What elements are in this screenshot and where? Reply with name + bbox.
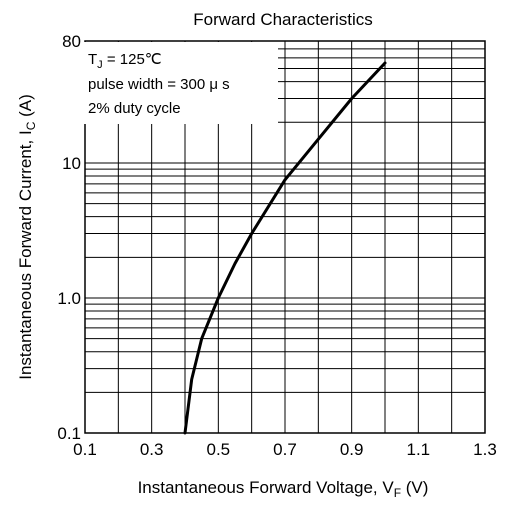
y-tick-label: 1.0 xyxy=(57,289,81,308)
annotation-box: TJ = 125℃ pulse width = 300 μ s 2% duty … xyxy=(82,42,278,124)
x-tick-label: 0.7 xyxy=(273,440,297,459)
y-tick-label: 80 xyxy=(62,32,81,51)
annotation-background xyxy=(82,42,278,124)
y-tick-label: 10 xyxy=(62,154,81,173)
annotation-pulse-width: pulse width = 300 μ s xyxy=(88,76,230,93)
y-axis-label: Instantaneous Forward Current, IC (A) xyxy=(16,94,38,380)
y-tick-labels: 0.1 1.0 10 80 xyxy=(57,32,81,443)
series-line xyxy=(183,61,387,435)
y-tick-label: 0.1 xyxy=(57,424,81,443)
x-tick-label: 0.3 xyxy=(140,440,164,459)
x-tick-label: 0.5 xyxy=(207,440,231,459)
plot-frame xyxy=(84,40,486,434)
annotation-duty-cycle: 2% duty cycle xyxy=(88,100,181,117)
x-tick-label: 0.1 xyxy=(73,440,97,459)
series-layer xyxy=(183,61,387,435)
x-tick-label: 1.3 xyxy=(473,440,497,459)
grid-lines xyxy=(85,41,485,433)
plot-border xyxy=(84,40,486,434)
x-tick-label: 1.1 xyxy=(407,440,431,459)
x-tick-labels: 0.1 0.3 0.5 0.7 0.9 1.1 1.3 xyxy=(73,440,497,459)
chart-title: Forward Characteristics xyxy=(193,10,373,29)
x-tick-label: 0.9 xyxy=(340,440,364,459)
annotation-temperature: TJ = 125℃ xyxy=(88,51,162,71)
x-axis-label: Instantaneous Forward Voltage, VF (V) xyxy=(138,478,429,500)
